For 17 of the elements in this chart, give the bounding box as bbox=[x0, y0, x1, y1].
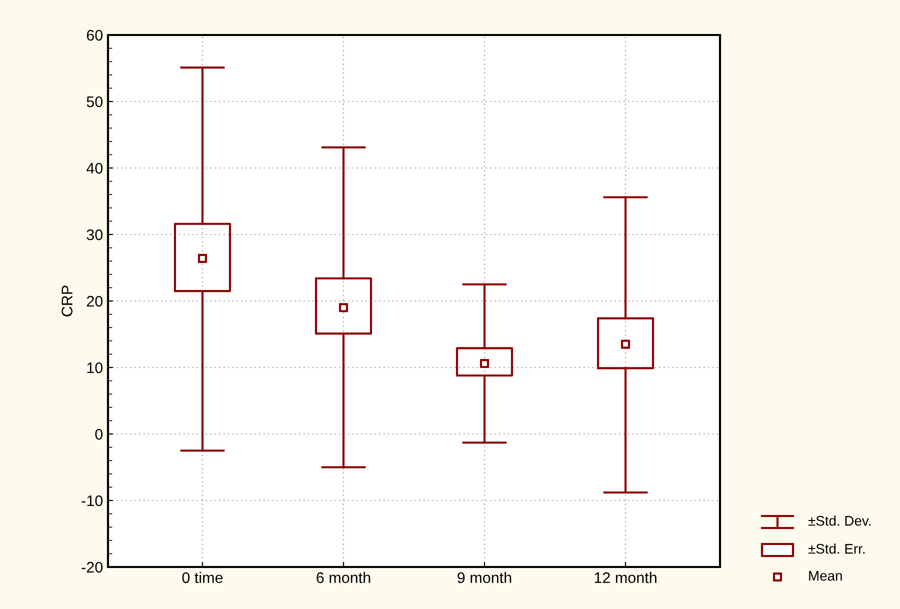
y-tick-label: 30 bbox=[86, 229, 103, 240]
y-tick-label: 10 bbox=[87, 362, 103, 374]
x-tick-label: 6 month bbox=[316, 572, 370, 584]
y-tick-label: 20 bbox=[86, 296, 103, 307]
y-tick-label: 60 bbox=[86, 30, 103, 41]
text: ±Std. Dev. bbox=[808, 516, 870, 526]
x-tick-label: 9 month bbox=[458, 572, 512, 584]
y-tick-label: -20 bbox=[82, 562, 103, 573]
y-tick-label: 40 bbox=[86, 162, 103, 174]
y-tick-label: 0 bbox=[95, 428, 103, 440]
y-tick-label: 50 bbox=[86, 96, 103, 108]
x-tick-label: 12 month bbox=[594, 572, 656, 584]
text: Mean bbox=[809, 571, 842, 581]
y-axis-title: CRP bbox=[62, 286, 72, 316]
y-tick-label: -10 bbox=[82, 495, 103, 506]
x-tick-label: 0 time bbox=[182, 572, 223, 584]
text: ±Std. Err. bbox=[808, 544, 865, 554]
